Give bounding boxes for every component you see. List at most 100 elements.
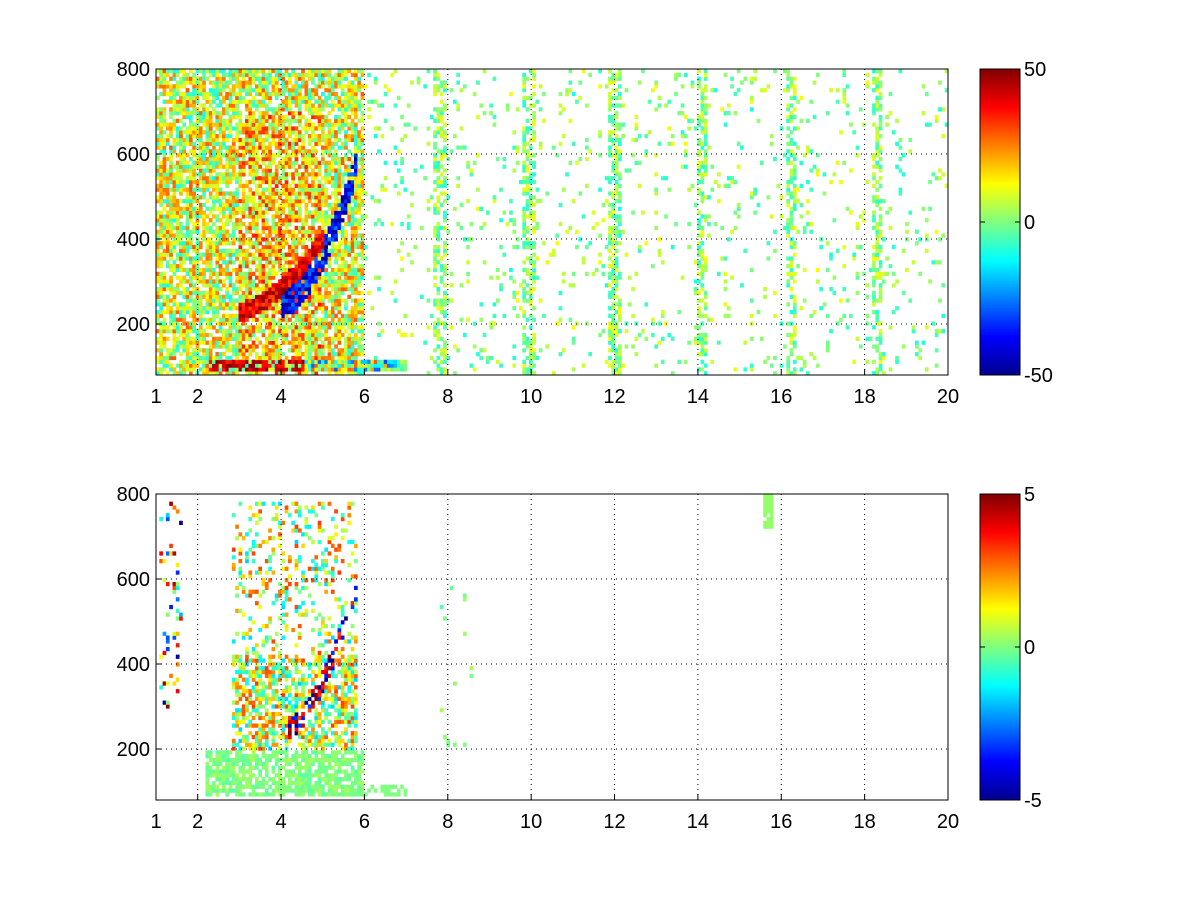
top-heatmap-cell (208, 279, 213, 284)
top-heatmap-cell (251, 306, 256, 311)
top-heatmap-cell (179, 313, 183, 319)
top-heatmap-cell (608, 290, 612, 296)
top-heatmap-cell (198, 76, 203, 81)
top-heatmap-cell (525, 267, 530, 273)
top-heatmap-cell (377, 321, 381, 326)
top-heatmap-cell (390, 359, 394, 364)
top-heatmap-cell (205, 306, 210, 311)
top-heatmap-cell (291, 91, 295, 97)
top-heatmap-cell (241, 283, 246, 288)
top-heatmap-cell (291, 267, 295, 273)
top-heatmap-cell (241, 145, 246, 150)
top-heatmap-cell (202, 156, 206, 162)
top-heatmap-cell (288, 214, 292, 219)
top-heatmap-cell (337, 72, 342, 78)
top-heatmap-cell (215, 283, 220, 288)
top-heatmap-cell (264, 294, 269, 299)
top-heatmap-cell (284, 225, 289, 231)
top-heatmap-cell (225, 321, 229, 326)
top-heatmap-cell (294, 264, 299, 269)
top-heatmap-cell (264, 275, 269, 280)
top-heatmap-cell (330, 355, 335, 361)
top-heatmap-cell (469, 168, 474, 173)
top-heatmap-cell (284, 218, 289, 223)
top-heatmap-cell (261, 313, 266, 319)
top-heatmap-cell (281, 99, 286, 104)
top-heatmap-cell (278, 88, 282, 93)
top-heatmap-cell (215, 114, 220, 120)
top-heatmap-cell (222, 359, 226, 364)
top-heatmap-cell (169, 214, 173, 219)
top-heatmap-cell (291, 332, 295, 338)
top-heatmap-cell (179, 233, 183, 238)
top-heatmap-cell (288, 283, 292, 288)
top-heatmap-cell (354, 336, 358, 341)
top-heatmap-cell (314, 252, 319, 257)
top-heatmap-cell (225, 153, 229, 158)
top-heatmap-cell (479, 302, 484, 307)
top-heatmap-cell (321, 355, 325, 361)
top-heatmap-cell (264, 256, 269, 261)
top-heatmap-cell (522, 137, 526, 143)
top-heatmap-cell (278, 329, 282, 334)
top-heatmap-cell (476, 352, 480, 357)
top-heatmap-cell (175, 225, 180, 231)
top-heatmap-cell (330, 84, 335, 89)
top-heatmap-cell (367, 367, 371, 372)
top-heatmap-cell (175, 72, 180, 78)
top-heatmap-cell (288, 134, 292, 139)
top-heatmap-cell (189, 191, 193, 196)
top-heatmap-cell (317, 344, 322, 349)
top-heatmap-cell (354, 164, 358, 169)
top-heatmap-cell (350, 99, 355, 104)
top-heatmap-cell (502, 156, 507, 162)
top-heatmap-cell (330, 271, 335, 276)
top-heatmap-cell (212, 325, 216, 330)
top-heatmap-cell (205, 122, 210, 127)
top-heatmap-cell (334, 187, 338, 192)
top-heatmap-cell (198, 294, 203, 299)
top-heatmap-cell (347, 176, 352, 181)
top-heatmap-cell (337, 298, 342, 303)
top-heatmap-cell (618, 126, 622, 131)
top-heatmap-cell (370, 195, 375, 200)
top-heatmap-cell (294, 359, 299, 364)
top-heatmap-cell (165, 80, 170, 85)
top-heatmap-cell (185, 298, 190, 303)
top-heatmap-cell (670, 141, 675, 146)
top-heatmap-cell (235, 298, 239, 303)
top-heatmap-cell (334, 260, 338, 265)
top-heatmap-cell (614, 248, 619, 254)
top-heatmap-cell (357, 218, 361, 223)
top-heatmap-cell (245, 69, 249, 74)
top-heatmap-cell (370, 367, 375, 372)
top-heatmap-cell (212, 248, 216, 254)
top-heatmap-cell (522, 233, 526, 238)
top-heatmap-cell (162, 302, 167, 307)
top-heatmap-cell (218, 84, 223, 89)
top-heatmap-cell (532, 202, 536, 208)
top-heatmap-cell (225, 145, 229, 150)
top-heatmap-cell (354, 252, 358, 257)
top-heatmap-cell (314, 275, 319, 280)
top-heatmap-cell (377, 103, 381, 108)
top-heatmap-cell (238, 313, 243, 319)
top-heatmap-cell (664, 176, 668, 181)
top-heatmap-cell (208, 141, 213, 146)
top-heatmap-cell (357, 202, 361, 208)
top-heatmap-cell (172, 72, 177, 78)
top-heatmap-cell (611, 118, 616, 123)
top-heatmap-cell (175, 69, 180, 74)
top-heatmap-cell (522, 348, 526, 353)
top-heatmap-cell (354, 275, 358, 280)
top-heatmap-cell (228, 76, 233, 81)
top-heatmap-cell (347, 218, 352, 223)
top-heatmap-cell (241, 294, 246, 299)
top-heatmap-cell (644, 302, 649, 307)
top-heatmap-cell (357, 145, 361, 150)
top-heatmap-cell (324, 248, 328, 254)
top-heatmap-cell (634, 336, 639, 341)
top-heatmap-cell (294, 294, 299, 299)
top-heatmap-cell (426, 206, 431, 211)
top-heatmap-cell (651, 88, 655, 93)
